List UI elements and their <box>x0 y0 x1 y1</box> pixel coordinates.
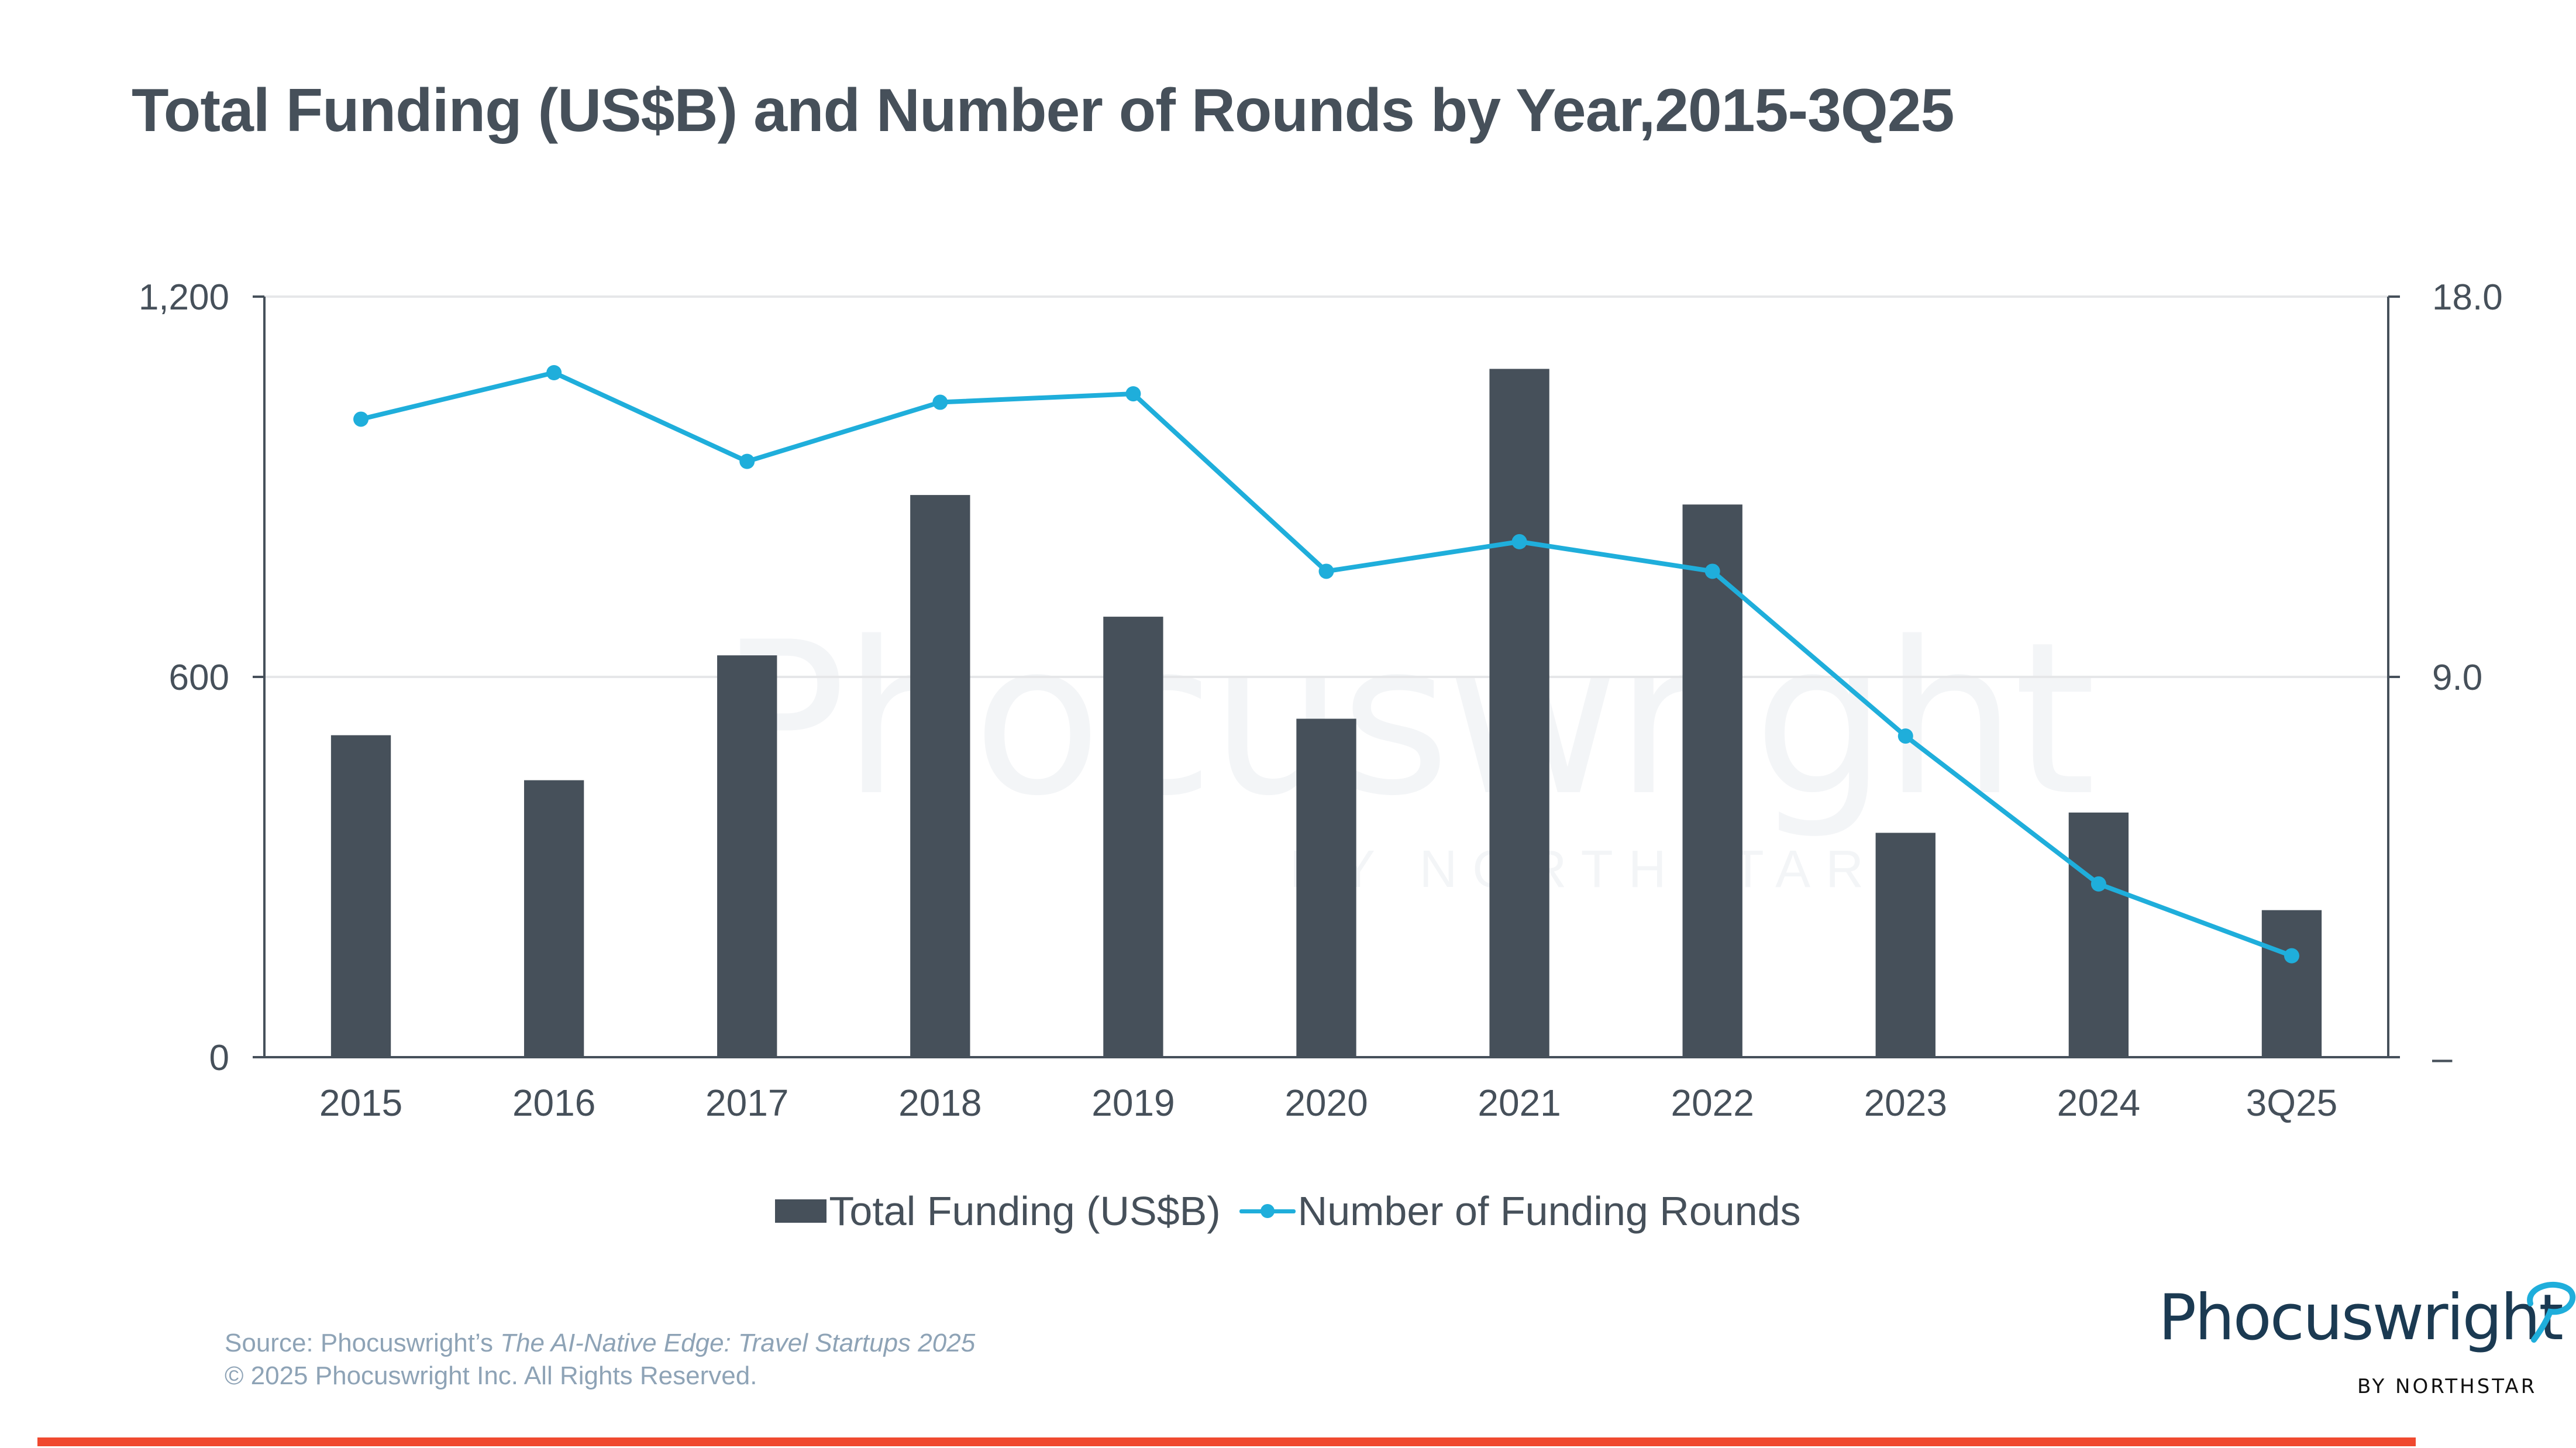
y-right-tick-label: 9.0 <box>2432 658 2482 698</box>
x-tick-label: 2019 <box>1091 1082 1175 1124</box>
x-tick-label: 2024 <box>2057 1082 2140 1124</box>
x-tick-label: 2018 <box>898 1082 982 1124</box>
accent-divider-line <box>37 1437 2416 1446</box>
bar-2018 <box>910 495 970 1057</box>
footer-source: Source: Phocuswright’s The AI-Native Edg… <box>225 1327 975 1392</box>
x-tick-labels: 2015 2016 2017 2018 2019 2020 2021 2022 2023 2024… <box>319 1082 2337 1124</box>
watermark-logo-subtext: BY NORTHSTAR <box>1290 840 1879 899</box>
x-tick-label: 2017 <box>705 1082 788 1124</box>
point-2015 <box>353 411 369 427</box>
source-line: Source: Phocuswright’s The AI-Native Edg… <box>225 1327 975 1360</box>
x-tick-label: 2021 <box>1478 1082 1561 1124</box>
bar-2015 <box>330 735 391 1057</box>
y-left-tick-labels: 0 600 1,200 <box>139 277 229 1078</box>
bar-2024 <box>2068 812 2129 1057</box>
logo-wordmark: Phocuswright <box>2158 1281 2564 1354</box>
gridlines <box>264 295 2388 678</box>
legend-label-total-funding: Total Funding (US$B) <box>829 1188 1221 1234</box>
x-tick-label: 2016 <box>512 1082 595 1124</box>
x-tick-label: 2015 <box>319 1082 402 1124</box>
legend-label-funding-rounds: Number of Funding Rounds <box>1297 1188 1801 1234</box>
legend-item-funding-rounds: Number of Funding Rounds <box>1221 1188 1801 1234</box>
point-2019 <box>1125 386 1141 402</box>
point-2022 <box>1704 563 1720 579</box>
y-left-tick-label: 0 <box>209 1038 229 1078</box>
speech-bubble-swoosh-icon <box>2527 1282 2576 1343</box>
y-left-tick-label: 1,200 <box>139 277 229 318</box>
bars <box>330 369 2322 1057</box>
point-2023 <box>1897 728 1913 744</box>
x-tick-label: 3Q25 <box>2246 1082 2338 1124</box>
legend-bar-swatch-icon <box>775 1199 827 1223</box>
bar-2022 <box>1682 504 1742 1057</box>
chart-title: Total Funding (US$B) and Number of Round… <box>132 77 1954 145</box>
legend-line-marker-icon <box>1239 1199 1296 1223</box>
bar-2019 <box>1103 617 1163 1057</box>
legend-item-total-funding: Total Funding (US$B) <box>775 1188 1221 1234</box>
point-2020 <box>1318 563 1334 579</box>
y-right-tick-label: – <box>2432 1038 2453 1078</box>
bar-3Q25 <box>2261 910 2322 1057</box>
bar-2017 <box>717 655 777 1057</box>
source-report-title: The AI-Native Edge: Travel Startups 2025 <box>500 1329 976 1357</box>
point-2021 <box>1511 534 1527 549</box>
axes <box>253 295 2400 1058</box>
logo-subtext: BY NORTHSTAR <box>2357 1375 2537 1398</box>
point-2018 <box>932 394 948 410</box>
x-tick-label: 2020 <box>1284 1082 1368 1124</box>
bar-2023 <box>1875 833 1936 1057</box>
point-3Q25 <box>2284 948 2299 964</box>
point-2024 <box>2091 876 2106 892</box>
point-2017 <box>739 453 755 469</box>
line-series <box>353 365 2299 964</box>
bar-2020 <box>1296 718 1356 1057</box>
x-tick-label: 2022 <box>1671 1082 1754 1124</box>
x-tick-label: 2023 <box>1864 1082 1947 1124</box>
y-right-tick-label: 18.0 <box>2432 277 2503 318</box>
point-2016 <box>546 365 562 380</box>
bar-2016 <box>524 780 584 1057</box>
copyright-line: © 2025 Phocuswright Inc. All Rights Rese… <box>225 1361 757 1390</box>
source-prefix: Source: Phocuswright’s <box>225 1329 501 1357</box>
y-left-tick-label: 600 <box>169 658 229 698</box>
bar-2021 <box>1489 369 1549 1057</box>
legend: Total Funding (US$B) Number of Funding R… <box>0 1188 2576 1234</box>
phocuswright-logo: Phocuswright BY NORTHSTAR <box>2158 1281 2576 1398</box>
y-right-tick-labels: – 9.0 18.0 <box>2432 277 2503 1078</box>
